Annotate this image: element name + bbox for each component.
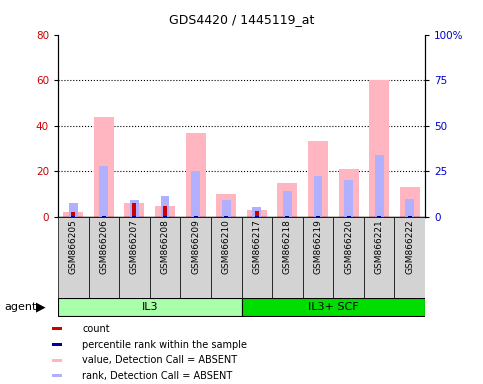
Bar [255,211,259,217]
Bar [132,216,136,217]
Text: GSM866221: GSM866221 [375,219,384,274]
Text: GSM866222: GSM866222 [405,219,414,274]
Bar [224,216,228,217]
Bar [277,183,298,217]
Bar [191,171,200,217]
Text: GSM866207: GSM866207 [130,219,139,274]
Bar [272,217,303,298]
Text: IL3: IL3 [142,302,158,312]
Bar [69,203,78,217]
Bar [119,217,150,298]
Bar [408,216,412,217]
Bar [347,216,351,217]
Bar [130,200,139,217]
Text: value, Detection Call = ABSENT: value, Detection Call = ABSENT [82,355,237,365]
Text: percentile rank within the sample: percentile rank within the sample [82,339,247,349]
Bar [102,216,106,217]
Bar [303,217,333,298]
Bar [155,205,175,217]
Bar [71,212,75,217]
Bar [333,217,364,298]
Text: GSM866218: GSM866218 [283,219,292,274]
Text: GSM866208: GSM866208 [160,219,170,274]
Bar [408,216,412,217]
Text: rank, Detection Call = ABSENT: rank, Detection Call = ABSENT [82,371,232,381]
Bar [313,176,323,217]
Bar [102,216,106,217]
Bar [163,216,167,217]
Bar [283,191,292,217]
Text: GDS4420 / 1445119_at: GDS4420 / 1445119_at [169,13,314,26]
Bar [132,203,136,217]
Bar [255,216,259,217]
Bar [150,217,180,298]
Bar [185,132,206,217]
Bar [58,298,242,316]
Text: GSM866210: GSM866210 [222,219,231,274]
Bar [52,343,62,346]
Bar [285,216,289,217]
Bar [194,216,198,217]
Bar [160,197,170,217]
Bar [316,216,320,217]
Bar [163,205,167,217]
Bar [94,117,114,217]
Bar [395,217,425,298]
Bar [125,203,144,217]
Bar [347,216,351,217]
Bar [216,194,236,217]
Bar [180,217,211,298]
Bar [242,217,272,298]
Bar [400,187,420,217]
Text: ▶: ▶ [36,301,46,314]
Text: IL3+ SCF: IL3+ SCF [308,302,358,312]
Bar [224,216,228,217]
Bar [52,374,62,377]
Bar [58,217,88,298]
Text: count: count [82,324,110,334]
Bar [377,216,381,217]
Bar [375,156,384,217]
Bar [369,80,389,217]
Bar [364,217,395,298]
Text: GSM866220: GSM866220 [344,219,353,274]
Text: GSM866209: GSM866209 [191,219,200,274]
Bar [222,200,231,217]
Text: GSM866219: GSM866219 [313,219,323,274]
Bar [99,166,108,217]
Bar [247,210,267,217]
Bar [71,216,75,217]
Text: GSM866217: GSM866217 [252,219,261,274]
Bar [211,217,242,298]
Text: GSM866205: GSM866205 [69,219,78,274]
Bar [52,328,62,330]
Bar [194,216,198,217]
Bar [344,180,353,217]
Bar [252,207,261,217]
Bar [242,298,425,316]
Bar [63,212,83,217]
Bar [339,169,358,217]
Bar [285,216,289,217]
Text: agent: agent [5,302,37,312]
Bar [377,216,381,217]
Bar [52,359,62,362]
Bar [308,141,328,217]
Bar [405,199,414,217]
Text: GSM866206: GSM866206 [99,219,108,274]
Bar [88,217,119,298]
Bar [316,216,320,217]
